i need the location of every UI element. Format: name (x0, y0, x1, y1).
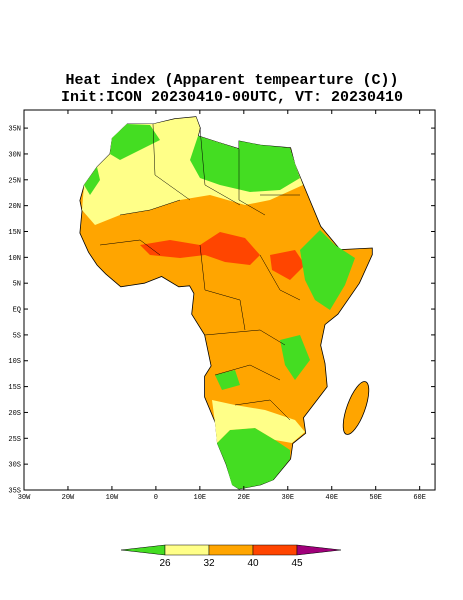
colorbar-label: 45 (291, 558, 303, 569)
map-title: Heat index (Apparent tempearture (C)) (65, 72, 398, 89)
madagascar (342, 381, 370, 435)
lat-tick-label: 35S (8, 488, 21, 496)
lat-tick-label: 10N (8, 255, 21, 263)
colorbar-swatch (164, 544, 210, 556)
lat-tick-label: 30S (8, 462, 21, 470)
lat-tick-label: 35N (8, 126, 21, 134)
green-central (215, 335, 310, 390)
lon-tick-label: 40E (325, 494, 338, 502)
lon-tick-label: 50E (369, 494, 382, 502)
yellow-south (212, 400, 305, 443)
lat-tick-label: 25N (8, 177, 21, 185)
lon-tick-label: 60E (413, 494, 426, 502)
lat-tick-label: 15N (8, 229, 21, 237)
map-subtitle: Init:ICON 20230410-00UTC, VT: 20230410 (61, 89, 403, 106)
colorbar-swatch (252, 544, 298, 556)
colorbar-label: 26 (159, 558, 171, 569)
green-sahara (190, 136, 300, 192)
colorbar-label: 32 (203, 558, 215, 569)
lon-tick-label: 20E (238, 494, 251, 502)
colorbar: 26 32 40 45 (120, 544, 342, 569)
green-south (217, 428, 290, 489)
lon-tick-label: 30E (281, 494, 294, 502)
colorbar-swatch (296, 544, 342, 556)
lat-tick-label: 30N (8, 151, 21, 159)
map-area (79, 116, 373, 490)
lon-tick-label: 10W (106, 494, 119, 502)
africa (79, 116, 373, 490)
colorbar-swatch (120, 544, 166, 556)
lat-tick-label: 25S (8, 436, 21, 444)
axis-ticks: 35N 30N 25N 20N 15N 10N 5N EQ 5S 10S 15S 20S 25S 30S 3… (8, 110, 436, 502)
lat-tick-label: 5N (13, 281, 21, 289)
lat-tick-label: 20N (8, 203, 21, 211)
lat-tick-label: 10S (8, 358, 21, 366)
map-frame (23, 109, 436, 491)
lat-tick-label: 20S (8, 410, 21, 418)
red-zone (140, 232, 305, 280)
lat-tick-label: EQ (13, 307, 21, 315)
lon-tick-label: 0 (154, 494, 158, 502)
country-borders (99, 123, 301, 421)
lon-tick-label: 20W (62, 494, 75, 502)
lon-tick-label: 30W (18, 494, 31, 502)
lat-tick-label: 15S (8, 384, 21, 392)
colorbar-label: 40 (247, 558, 259, 569)
lat-tick-label: 5S (13, 332, 21, 340)
green-nw (84, 124, 160, 195)
lon-tick-label: 10E (194, 494, 207, 502)
green-east (300, 230, 355, 310)
colorbar-swatch (208, 544, 254, 556)
